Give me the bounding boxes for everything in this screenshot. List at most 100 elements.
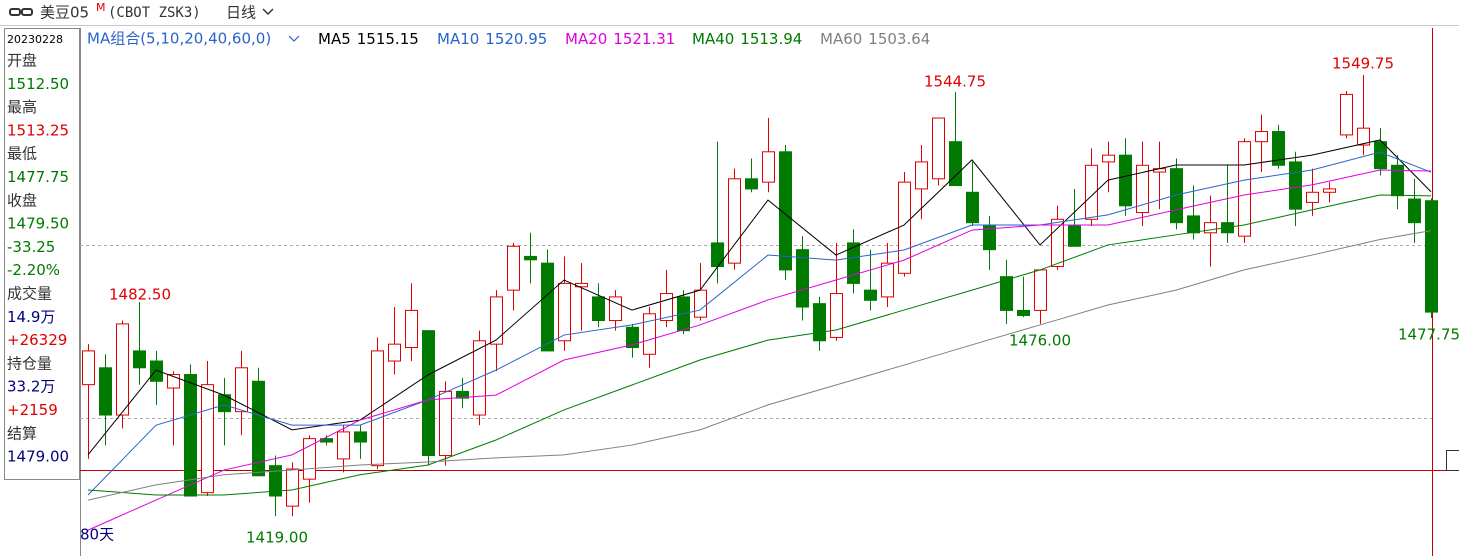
candle <box>82 344 95 459</box>
candle-body <box>1408 198 1421 224</box>
info-line: -2.20% <box>7 261 60 279</box>
candle-body <box>1323 188 1336 193</box>
candle <box>1340 91 1353 139</box>
candle-body <box>711 242 724 268</box>
info-line: 最高 <box>7 98 37 116</box>
candle-body <box>1187 215 1200 234</box>
candle-body <box>252 380 265 477</box>
title-superscript: M <box>96 1 106 14</box>
candle-body <box>1272 131 1285 166</box>
info-line: 1477.75 <box>7 168 69 186</box>
candle <box>830 242 843 341</box>
period-dropdown-icon[interactable] <box>262 8 274 16</box>
candle <box>932 117 945 186</box>
candle-body <box>218 394 231 413</box>
candle-body <box>1289 161 1302 210</box>
candle <box>779 145 792 281</box>
candle <box>422 330 435 466</box>
candle-body <box>796 249 809 308</box>
candle-body <box>1119 154 1132 207</box>
link-icon <box>9 8 33 16</box>
range-label: 80天 <box>80 526 114 544</box>
legend-gap: 1513.94 <box>740 30 802 48</box>
chart-title: 美豆05 <box>40 4 89 22</box>
candle-body <box>1102 154 1115 163</box>
ma-line <box>87 139 1432 456</box>
candle-body <box>745 178 758 190</box>
legend-value: 1521.31 <box>613 30 675 48</box>
info-line: 1513.25 <box>7 121 69 139</box>
candle-body <box>1340 93 1353 136</box>
candle <box>864 249 877 311</box>
candle-body <box>1085 164 1098 220</box>
candle-body <box>473 340 486 416</box>
symbol: (CBOT ZSK3) <box>108 5 201 21</box>
candle-body <box>694 289 707 318</box>
candle <box>1136 141 1149 227</box>
legend-name: MA40 <box>692 30 734 48</box>
candle-body <box>524 255 537 261</box>
legend-value: 1503.64 <box>868 30 930 48</box>
candle-body <box>728 178 741 264</box>
candle-body <box>1017 309 1030 316</box>
candle <box>1408 178 1421 243</box>
candle-body <box>1255 131 1268 143</box>
candle-body <box>983 225 996 251</box>
legend-entry: MA20 1521.31 <box>565 30 675 48</box>
ma-dropdown-icon[interactable] <box>288 35 300 42</box>
price-annotation: 1476.00 <box>1009 332 1071 350</box>
legend-value: 1520.95 <box>485 30 547 48</box>
candle <box>847 229 860 294</box>
candle <box>1204 195 1217 267</box>
candle <box>269 455 282 517</box>
info-line: +2159 <box>7 401 58 419</box>
info-line: 持仓量 <box>7 354 52 372</box>
candle <box>405 283 418 362</box>
legend-name: MA60 <box>820 30 862 48</box>
legend-entry: MA40 1513.94 <box>692 30 802 48</box>
candle-body <box>881 262 894 298</box>
period[interactable]: 日线 <box>226 4 256 22</box>
candle <box>728 168 741 270</box>
candle <box>116 320 129 429</box>
candle <box>1034 269 1047 324</box>
candle <box>99 354 112 446</box>
ma-line <box>87 194 1432 496</box>
candle <box>626 323 639 358</box>
candle-body <box>1000 276 1013 311</box>
candle-body <box>388 343 401 362</box>
candle-body <box>269 465 282 497</box>
candle-body <box>1034 269 1047 311</box>
candle <box>524 232 537 284</box>
candle-body <box>99 367 112 416</box>
candle <box>643 307 656 368</box>
info-line: 33.2万 <box>7 378 55 396</box>
candle-body <box>303 438 316 480</box>
candle <box>133 301 146 385</box>
legend-gap: 1515.15 <box>357 30 419 48</box>
candle-body <box>1306 191 1319 203</box>
candle <box>473 330 486 426</box>
candle <box>949 91 962 187</box>
candle <box>286 462 299 517</box>
ma-group[interactable]: MA组合(5,10,20,40,60,0) <box>87 30 271 48</box>
candle <box>507 242 520 311</box>
candle <box>439 381 452 466</box>
candle <box>1085 148 1098 227</box>
info-line: 结算 <box>7 424 37 442</box>
candle-body <box>405 309 418 349</box>
candle-body <box>609 296 622 322</box>
candle-body <box>133 350 146 369</box>
candle <box>1119 138 1132 216</box>
candle-body <box>1204 222 1217 234</box>
legend-value: 1513.94 <box>740 30 802 48</box>
axis-price-box <box>1446 450 1459 471</box>
info-line: 开盘 <box>7 52 37 70</box>
candle <box>796 236 809 321</box>
candle-body <box>558 282 571 342</box>
candle <box>915 145 928 220</box>
candle-body <box>660 293 673 322</box>
candle <box>150 350 163 405</box>
info-line: 14.9万 <box>7 308 55 326</box>
info-panel-border <box>4 28 80 480</box>
